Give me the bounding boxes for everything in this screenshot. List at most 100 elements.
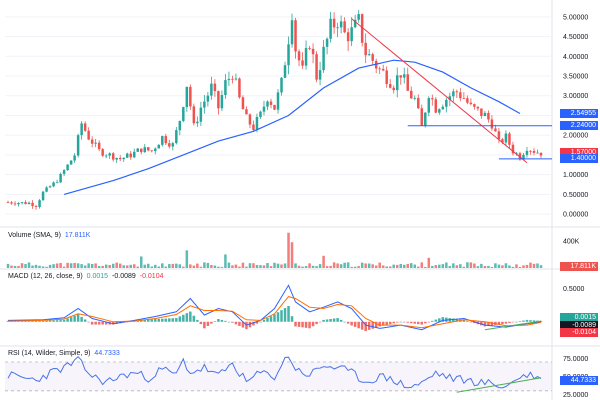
volume-bar bbox=[17, 266, 20, 268]
volume-bar bbox=[462, 266, 466, 268]
macd-histogram-bar bbox=[339, 319, 343, 322]
volume-value: 17.811K bbox=[64, 232, 91, 239]
candle-body bbox=[420, 108, 424, 126]
macd-histogram-bar bbox=[101, 321, 104, 325]
volume-bar bbox=[118, 263, 122, 268]
macd-title: MACD (12, 26, close, 9) bbox=[8, 273, 83, 280]
volume-bar bbox=[154, 264, 157, 268]
macd-histogram-bar bbox=[515, 321, 518, 323]
volume-bar bbox=[220, 266, 224, 268]
volume-bar bbox=[168, 264, 171, 268]
volume-bar bbox=[69, 263, 73, 268]
candle-body bbox=[231, 78, 234, 80]
candle-body bbox=[73, 155, 76, 161]
price-axis-tick: 4.00000 bbox=[563, 54, 588, 61]
volume-bar bbox=[385, 266, 388, 268]
candle-body bbox=[115, 157, 118, 160]
candle-body bbox=[476, 106, 480, 109]
volume-bar bbox=[304, 266, 308, 268]
candle-body bbox=[266, 101, 269, 107]
macd-histogram-bar bbox=[55, 320, 59, 322]
candle-body bbox=[90, 139, 94, 144]
macd-histogram-bar bbox=[297, 321, 301, 327]
candle-body bbox=[480, 108, 483, 117]
candle-body bbox=[455, 91, 459, 93]
macd-histogram-bar bbox=[52, 320, 55, 322]
volume-bar bbox=[259, 265, 262, 268]
volume-bar bbox=[417, 266, 420, 268]
rsi-tag: 44.7333 bbox=[560, 375, 598, 385]
volume-bar bbox=[185, 250, 189, 268]
candle-body bbox=[94, 142, 97, 144]
macd-histogram-bar bbox=[322, 319, 325, 322]
volume-bar bbox=[171, 263, 175, 268]
volume-bar bbox=[182, 266, 185, 268]
candle-body bbox=[392, 87, 395, 91]
candle-body bbox=[6, 202, 10, 204]
candle-body bbox=[248, 114, 252, 125]
volume-bar bbox=[497, 264, 501, 268]
macd-histogram-bar bbox=[41, 320, 45, 322]
candle-body bbox=[462, 98, 466, 99]
volume-bar bbox=[48, 264, 52, 268]
volume-bar bbox=[199, 266, 203, 268]
candle-body bbox=[157, 144, 161, 149]
candle-body bbox=[504, 133, 508, 143]
candle-body bbox=[501, 139, 504, 143]
macd-histogram-bar bbox=[399, 321, 402, 323]
volume-bar bbox=[371, 264, 374, 268]
candle-body bbox=[227, 78, 231, 81]
candle-body bbox=[224, 80, 227, 95]
volume-bar bbox=[136, 266, 139, 268]
candle-body bbox=[325, 38, 329, 47]
volume-bar bbox=[255, 265, 259, 268]
macd-histogram-bar bbox=[431, 320, 434, 322]
candle-body bbox=[255, 116, 259, 131]
candle-body bbox=[434, 99, 438, 113]
candle-body bbox=[241, 97, 245, 110]
macd-histogram-bar bbox=[269, 316, 273, 322]
macd-histogram-bar bbox=[413, 321, 417, 324]
candle-body bbox=[529, 150, 532, 152]
candle-body bbox=[367, 54, 371, 56]
candle-body bbox=[34, 206, 38, 208]
macd-histogram-bar bbox=[504, 321, 508, 324]
candle-body bbox=[45, 187, 48, 192]
macd-histogram-bar bbox=[157, 318, 161, 322]
macd-value-3: -0.0104 bbox=[139, 273, 164, 280]
volume-tag: 17.811K bbox=[560, 261, 598, 271]
candle-body bbox=[297, 51, 301, 61]
candle-body bbox=[441, 106, 445, 110]
candle-body bbox=[427, 98, 431, 113]
candle-body bbox=[83, 123, 87, 131]
volume-bar bbox=[413, 264, 417, 268]
macd-histogram-bar bbox=[501, 321, 504, 325]
candle-body bbox=[353, 19, 357, 28]
volume-bar bbox=[287, 232, 290, 268]
candle-body bbox=[311, 48, 315, 55]
volume-bar bbox=[238, 266, 241, 268]
macd-histogram-bar bbox=[178, 316, 182, 322]
rsi-value: 44.7333 bbox=[94, 350, 120, 357]
volume-axis-tick: 400K bbox=[563, 238, 580, 245]
macd-histogram-bar bbox=[417, 321, 420, 325]
candle-body bbox=[431, 98, 434, 100]
candle-body bbox=[448, 96, 452, 100]
candle-body bbox=[199, 107, 203, 122]
candle-body bbox=[294, 20, 297, 52]
candle-body bbox=[150, 150, 154, 152]
volume-bar bbox=[90, 263, 94, 268]
rsi-axis-tick: 75.0000 bbox=[563, 356, 588, 363]
volume-bar bbox=[480, 263, 483, 268]
macd-histogram-bar bbox=[66, 318, 69, 322]
candle-body bbox=[494, 128, 497, 132]
volume-bar bbox=[139, 256, 143, 268]
candle-body bbox=[308, 48, 311, 49]
volume-bar bbox=[388, 266, 392, 268]
candle-body bbox=[59, 173, 62, 183]
volume-bar bbox=[448, 265, 452, 268]
volume-bar bbox=[367, 263, 371, 268]
volume-bar bbox=[525, 264, 529, 268]
